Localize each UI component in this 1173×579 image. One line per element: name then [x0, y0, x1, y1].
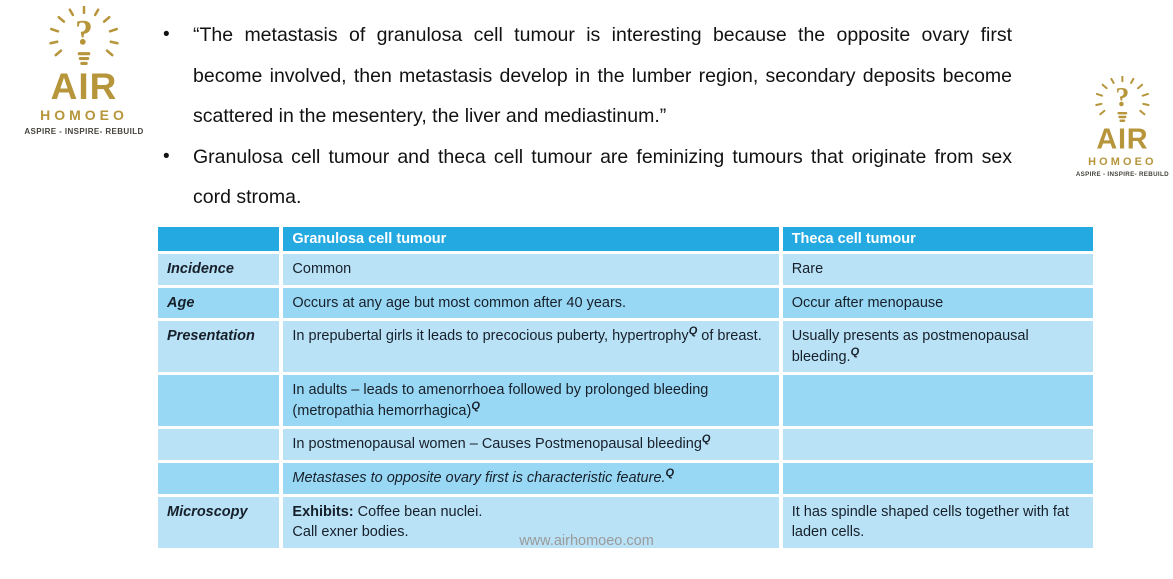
bullet-item: Granulosa cell tumour and theca cell tum… [160, 137, 1012, 218]
logo-tagline: ASPIRE - INSPIRE- REBUILD [1075, 170, 1169, 178]
column-header-granulosa: Granulosa cell tumour [279, 227, 781, 253]
theca-cell: It has spindle shaped cells together wit… [778, 493, 1093, 548]
granulosa-cell: In adults – leads to amenorrhoea followe… [279, 372, 781, 428]
granulosa-cell: In postmenopausal women – Causes Postmen… [279, 426, 781, 462]
svg-text:?: ? [75, 13, 93, 53]
row-label: Incidence [158, 251, 282, 287]
lightbulb-question-icon: ? [1074, 76, 1171, 126]
logo-tagline: ASPIRE - INSPIRE- REBUILD [24, 127, 144, 136]
logo-brand-text: AIR [1096, 122, 1149, 155]
theca-cell: Rare [778, 251, 1093, 287]
logo-sub-text: HOMOEO [40, 107, 128, 123]
table-row: In postmenopausal women – Causes Postmen… [158, 426, 1093, 462]
svg-text:?: ? [1115, 82, 1129, 113]
footer-url: www.airhomoeo.com [519, 533, 654, 549]
table-row: Age Occurs at any age but most common aft… [158, 284, 1093, 320]
column-header-theca: Theca cell tumour [778, 227, 1093, 253]
granulosa-cell: Metastases to opposite ovary first is ch… [279, 460, 781, 496]
theca-cell [778, 426, 1093, 462]
row-label: Age [158, 284, 282, 320]
row-label [158, 372, 282, 428]
slide-body-text: “The metastasis of granulosa cell tumour… [160, 15, 1012, 218]
table-row: Incidence Common Rare [158, 251, 1093, 287]
granulosa-cell: Common [279, 251, 781, 287]
table-row: Metastases to opposite ovary first is ch… [158, 460, 1093, 496]
bullet-item: “The metastasis of granulosa cell tumour… [160, 15, 1012, 137]
row-label: Presentation [158, 318, 282, 374]
airhomoeo-logo-right: ? AIR HOMOEO ASPIRE - INSPIRE- REBUILD [1074, 76, 1171, 177]
row-label [158, 426, 282, 462]
granulosa-cell: In prepubertal girls it leads to precoci… [279, 318, 781, 374]
theca-cell: Usually presents as postmenopausal bleed… [778, 318, 1093, 374]
theca-cell [778, 372, 1093, 428]
row-label [158, 460, 282, 496]
lightbulb-question-icon: ? [22, 6, 146, 70]
table-body: Incidence Common Rare Age Occurs at any age … [158, 251, 1093, 548]
table-row: Microscopy Exhibits: Coffee bean nuclei. C… [158, 493, 1093, 548]
granulosa-cell: Exhibits: Coffee bean nuclei. Call exner … [279, 493, 781, 548]
bullet-list: “The metastasis of granulosa cell tumour… [160, 15, 1012, 218]
table-header-row: Granulosa cell tumour Theca cell tumour [158, 227, 1093, 253]
theca-cell [778, 460, 1093, 496]
theca-cell: Occur after menopause [778, 284, 1093, 320]
airhomoeo-logo-left: ? AIR HOMOEO ASPIRE - INSPIRE- REBUILD [22, 6, 146, 136]
table-row: In adults – leads to amenorrhoea followe… [158, 372, 1093, 428]
comparison-table: Granulosa cell tumour Theca cell tumour … [158, 227, 1093, 548]
table-row: Presentation In prepubertal girls it lead… [158, 318, 1093, 374]
logo-sub-text: HOMOEO [1088, 154, 1157, 168]
logo-brand-text: AIR [50, 66, 118, 107]
column-header-rowlabel [158, 227, 282, 253]
granulosa-cell: Occurs at any age but most common after … [279, 284, 781, 320]
row-label: Microscopy [158, 493, 282, 548]
